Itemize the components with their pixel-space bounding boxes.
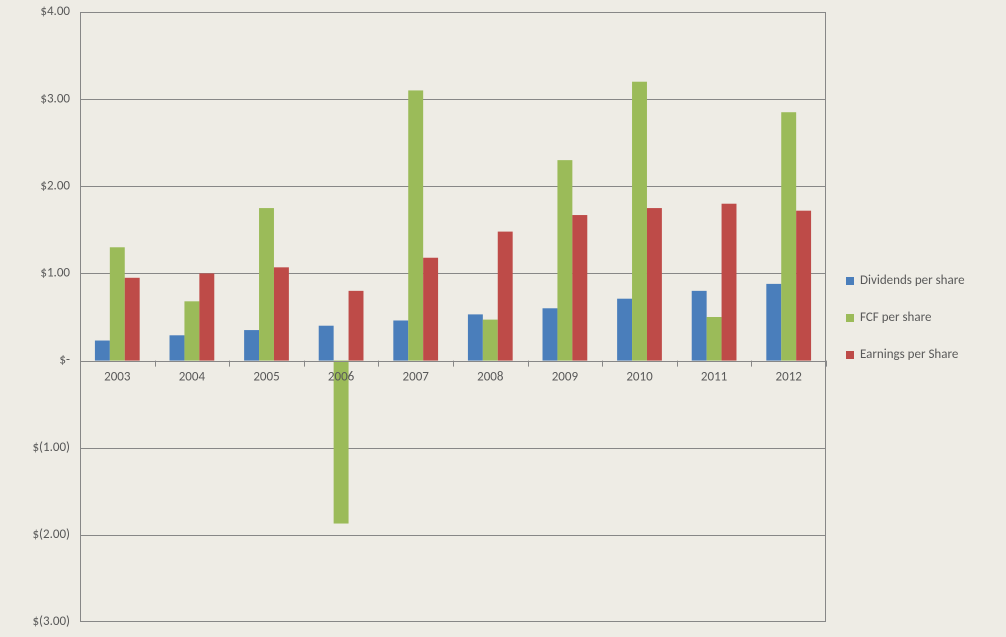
legend-swatch xyxy=(846,277,854,285)
x-tick-label: 2006 xyxy=(328,370,355,385)
y-tick-label: $3.00 xyxy=(40,91,70,106)
bar xyxy=(483,320,498,361)
legend-label: FCF per share xyxy=(860,310,931,325)
bar xyxy=(557,160,572,360)
x-tick-label: 2007 xyxy=(403,370,430,385)
bar xyxy=(334,361,349,524)
x-tick-label: 2012 xyxy=(776,370,803,385)
bar xyxy=(184,301,199,360)
legend-swatch xyxy=(846,351,854,359)
bar xyxy=(617,299,632,361)
x-tick-label: 2003 xyxy=(104,370,131,385)
bar xyxy=(632,82,647,361)
bar xyxy=(781,112,796,360)
bar xyxy=(796,211,811,361)
bar xyxy=(349,291,364,361)
per-share-bar-chart: $(3.00) $(2.00) $(1.00) $- $1.00 $2.00 $3.00 $4… xyxy=(0,0,1006,637)
bar xyxy=(199,273,214,360)
legend-swatch xyxy=(846,314,854,322)
bars xyxy=(95,82,811,524)
bar xyxy=(423,258,438,361)
bar xyxy=(498,232,513,361)
x-tick-label: 2011 xyxy=(701,370,727,385)
bar xyxy=(319,326,334,361)
bar xyxy=(408,90,423,360)
bar xyxy=(468,314,483,360)
bar xyxy=(244,330,259,361)
bar xyxy=(110,247,125,360)
bar xyxy=(259,208,274,360)
y-tick-label: $- xyxy=(59,353,70,368)
x-tick-label: 2009 xyxy=(552,370,579,385)
bar xyxy=(170,335,185,360)
bar xyxy=(125,278,140,361)
legend: Dividends per share FCF per share Earnings… xyxy=(846,273,965,362)
y-tick-label: $(1.00) xyxy=(32,440,70,455)
x-tick-label: 2005 xyxy=(253,370,279,385)
bar xyxy=(766,284,781,361)
x-axis: 2003 2004 2005 2006 2007 2008 2009 2010 2011 2012 xyxy=(81,361,827,385)
x-tick-label: 2010 xyxy=(626,370,653,385)
x-tick-label: 2008 xyxy=(477,370,504,385)
legend-label: Earnings per Share xyxy=(860,347,958,362)
legend-label: Dividends per share xyxy=(860,273,965,288)
y-tick-label: $(2.00) xyxy=(32,527,70,542)
bar xyxy=(722,204,737,361)
x-tick-label: 2004 xyxy=(179,370,206,385)
bar xyxy=(572,215,587,361)
y-tick-label: $1.00 xyxy=(40,266,70,281)
bar xyxy=(393,320,408,360)
bar xyxy=(543,308,558,360)
bar xyxy=(274,267,289,360)
bar xyxy=(692,291,707,361)
chart-svg: $(3.00) $(2.00) $(1.00) $- $1.00 $2.00 $3.00 $4… xyxy=(0,0,1006,637)
bar xyxy=(707,317,722,361)
y-tick-label: $(3.00) xyxy=(32,614,70,629)
bar xyxy=(647,208,662,360)
bar xyxy=(95,341,110,361)
y-tick-label: $2.00 xyxy=(40,178,70,193)
y-tick-label: $4.00 xyxy=(40,4,70,19)
